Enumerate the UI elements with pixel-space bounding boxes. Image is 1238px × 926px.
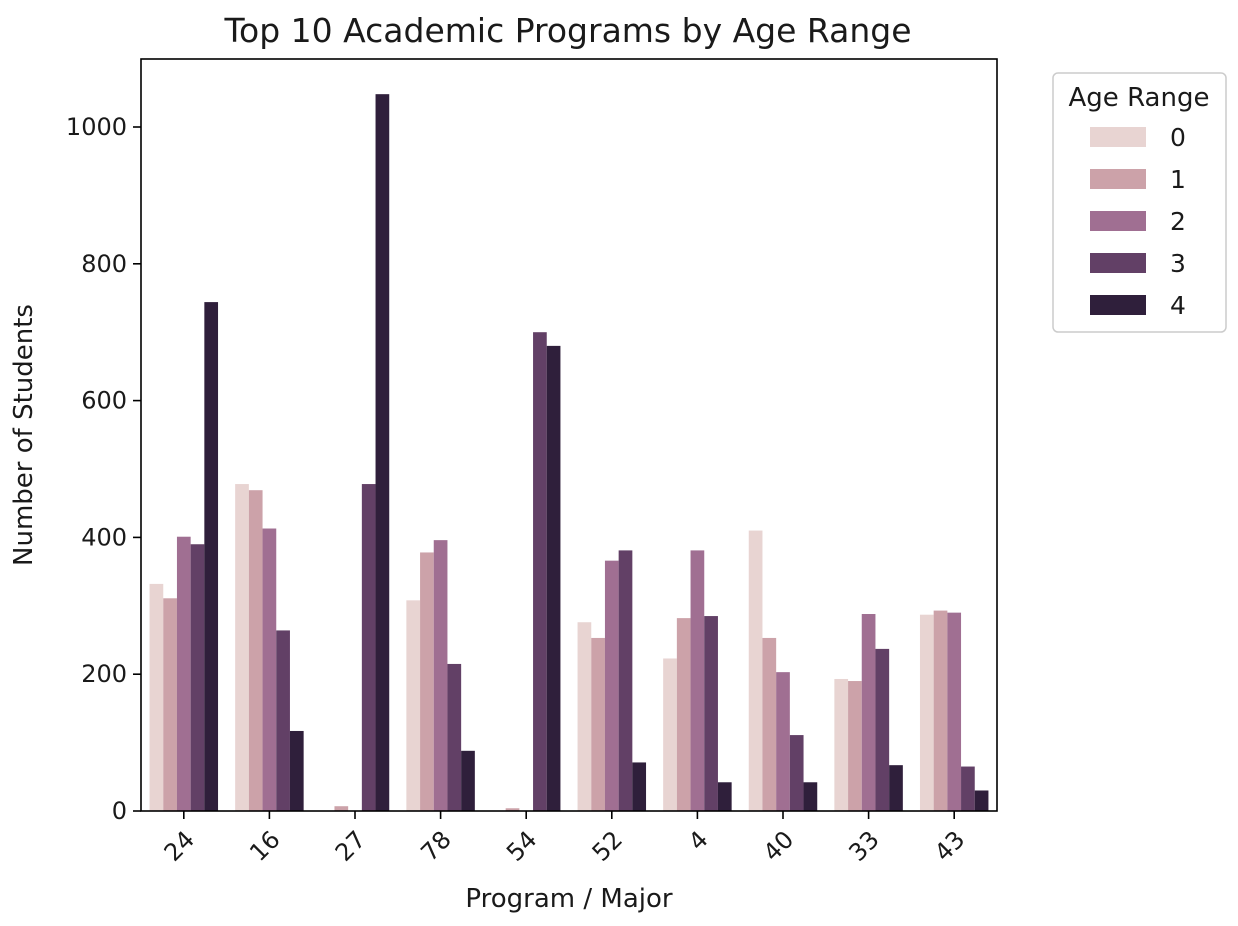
y-axis-label: Number of Students — [9, 304, 39, 566]
bar-40-age-2 — [776, 672, 790, 811]
x-tick-label: 78 — [415, 825, 456, 866]
legend-title: Age Range — [1069, 83, 1210, 113]
bar-54-age-4 — [546, 345, 561, 811]
bar-52-age-2 — [604, 560, 619, 811]
bar-43-age-3 — [961, 766, 975, 811]
bar-40-age-0 — [748, 530, 763, 811]
bar-16-age-4 — [289, 730, 304, 811]
bar-78-age-3 — [447, 663, 462, 811]
bar-43-age-2 — [947, 612, 962, 811]
bar-24-age-2 — [176, 536, 191, 811]
bar-33-age-4 — [889, 765, 903, 811]
bar-52-age-3 — [618, 550, 633, 811]
bar-78-age-2 — [433, 540, 448, 811]
plot-frame — [140, 58, 998, 812]
bar-40-age-4 — [803, 782, 818, 811]
legend-swatch-0 — [1090, 127, 1146, 147]
bar-43-age-4 — [974, 790, 989, 811]
legend-swatch-3 — [1090, 253, 1146, 273]
y-tick-label: 800 — [81, 250, 127, 278]
legend: Age Range 0 1 2 3 4 — [1052, 72, 1227, 333]
y-tick-label: 1000 — [66, 113, 127, 141]
y-tick-label: 600 — [81, 387, 127, 415]
legend-swatch-2 — [1090, 211, 1146, 231]
bars-layer — [149, 94, 989, 812]
x-tick-label: 4 — [683, 825, 714, 856]
x-tick-label: 27 — [330, 825, 371, 866]
x-tick-label: 33 — [843, 825, 884, 866]
legend-label-0: 0 — [1170, 123, 1186, 152]
bar-78-age-4 — [461, 750, 475, 811]
y-axis: 0 200 400 600 800 1000 — [66, 113, 141, 825]
x-tick-label: 40 — [758, 825, 799, 866]
bar-24-age-1 — [163, 598, 177, 811]
bar-52-age-4 — [632, 762, 647, 811]
legend-label-4: 4 — [1170, 291, 1186, 320]
y-tick-label: 200 — [81, 660, 127, 688]
bar-24-age-0 — [149, 583, 164, 811]
bar-16-age-1 — [248, 490, 263, 811]
x-tick-label: 43 — [929, 825, 970, 866]
chart-title: Top 10 Academic Programs by Age Range — [223, 11, 911, 50]
bar-16-age-3 — [276, 630, 290, 811]
x-axis-label: Program / Major — [465, 884, 672, 914]
bar-33-age-3 — [875, 648, 890, 811]
y-tick-label: 400 — [81, 523, 127, 551]
bar-52-age-0 — [577, 622, 592, 811]
legend-label-1: 1 — [1170, 165, 1186, 194]
bar-43-age-0 — [919, 614, 934, 811]
x-tick-label: 24 — [159, 825, 200, 866]
bar-78-age-0 — [406, 600, 421, 811]
bar-33-age-1 — [848, 681, 862, 811]
bar-33-age-0 — [834, 678, 849, 811]
bar-4-age-0 — [663, 658, 677, 811]
x-axis: 24 16 27 78 54 52 4 40 33 43 — [159, 811, 970, 867]
x-tick-label: 54 — [501, 825, 542, 866]
legend-label-3: 3 — [1170, 249, 1186, 278]
bar-54-age-3 — [533, 332, 547, 811]
bar-78-age-1 — [420, 552, 434, 811]
bar-27-age-3 — [361, 484, 376, 811]
legend-items: 0 1 2 3 4 — [1090, 123, 1186, 320]
bar-52-age-1 — [591, 637, 605, 811]
bar-4-age-1 — [676, 618, 691, 811]
legend-swatch-1 — [1090, 169, 1146, 189]
bar-43-age-1 — [933, 610, 948, 811]
x-tick-label: 16 — [244, 825, 285, 866]
bar-4-age-3 — [704, 616, 718, 811]
bar-4-age-4 — [717, 782, 732, 811]
bar-40-age-1 — [762, 637, 777, 811]
bar-16-age-2 — [262, 528, 277, 811]
legend-label-2: 2 — [1170, 207, 1186, 236]
bar-24-age-3 — [190, 544, 205, 811]
bar-27-age-4 — [375, 94, 390, 812]
legend-swatch-4 — [1090, 295, 1146, 315]
bar-4-age-2 — [690, 550, 705, 811]
x-tick-label: 52 — [587, 825, 628, 866]
bar-16-age-0 — [235, 484, 249, 811]
bar-54-age-1 — [505, 808, 520, 811]
y-tick-label: 0 — [112, 797, 127, 825]
bar-40-age-3 — [789, 735, 804, 811]
bar-24-age-4 — [204, 302, 219, 811]
bar-33-age-2 — [861, 614, 876, 811]
bar-27-age-1 — [334, 806, 349, 811]
